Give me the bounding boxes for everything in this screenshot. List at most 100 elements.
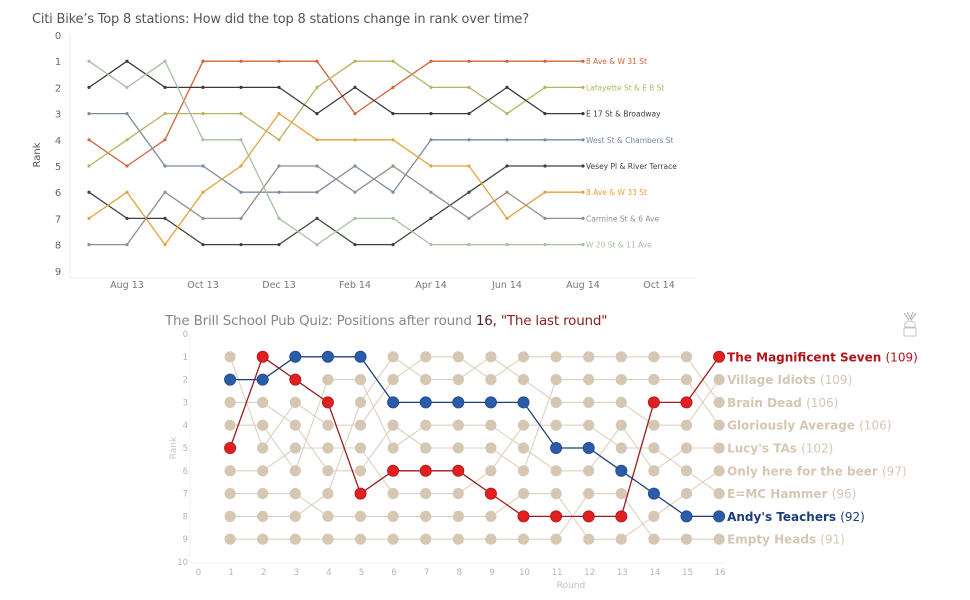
data-point	[125, 243, 129, 247]
data-point	[467, 164, 471, 168]
team-gloriously-average: Gloriously Average (106)	[224, 374, 891, 477]
team-point	[452, 351, 464, 363]
team-point	[452, 510, 464, 522]
data-point	[87, 59, 91, 63]
series-8-ave-w-31-st: 8 Ave & W 31 St	[87, 57, 647, 168]
team-point	[648, 533, 660, 545]
data-point	[581, 85, 585, 89]
data-point	[543, 243, 547, 247]
team-point	[322, 419, 334, 431]
team-name: Only here for the beer	[727, 464, 882, 478]
data-point	[391, 190, 395, 194]
team-point	[224, 441, 237, 454]
team-point	[387, 396, 400, 409]
data-point	[581, 216, 585, 220]
team-point	[582, 510, 595, 523]
data-point	[163, 112, 167, 116]
series-line	[89, 165, 583, 246]
y-tick-label: 5	[55, 162, 61, 173]
team-point	[257, 396, 269, 408]
data-point	[429, 164, 433, 168]
team-e-mc-hammer: E=MC Hammer (96)	[224, 419, 857, 501]
team-point	[517, 419, 530, 431]
team-line	[230, 470, 720, 540]
team-point	[550, 488, 562, 500]
x-tick-label: 7	[424, 568, 429, 578]
data-point	[429, 85, 433, 89]
team-name: Andy's Teachers	[727, 510, 840, 524]
x-tick-label: Apr 14	[415, 280, 447, 291]
team-point	[615, 374, 627, 386]
team-score: (96)	[832, 487, 857, 501]
team-score: (92)	[840, 510, 865, 524]
team-point	[517, 533, 530, 545]
x-tick-label: 13	[617, 568, 628, 578]
data-point	[315, 59, 319, 63]
team-name: Brain Dead	[727, 396, 806, 410]
series-carmine-st-6-ave: Carmine St & 6 Ave	[87, 164, 660, 247]
data-point	[353, 243, 357, 247]
team-point	[452, 464, 465, 477]
team-point	[517, 510, 530, 523]
team-point	[485, 374, 497, 386]
data-point	[201, 190, 205, 194]
data-point	[163, 190, 167, 194]
team-point	[387, 464, 400, 477]
team-point	[322, 488, 334, 500]
team-point	[615, 351, 627, 363]
team-empty-heads: Empty Heads (91)	[224, 488, 845, 547]
data-point	[429, 216, 433, 220]
data-point	[505, 216, 509, 220]
series-end-label: 8 Ave & W 33 St	[586, 188, 647, 197]
data-point	[201, 138, 205, 142]
data-point	[391, 164, 395, 168]
team-point	[550, 396, 562, 408]
x-tick-label: 14	[649, 568, 660, 578]
team-point	[452, 533, 464, 545]
trophy-icon[interactable]	[899, 311, 921, 339]
team-point	[517, 374, 530, 386]
data-point	[239, 85, 243, 89]
team-point	[289, 419, 301, 431]
data-point	[277, 59, 281, 63]
y-tick-label: 7	[55, 214, 61, 225]
team-point	[484, 396, 497, 409]
data-point	[239, 243, 243, 247]
data-point	[125, 138, 129, 142]
data-point	[277, 216, 281, 220]
team-point	[289, 465, 301, 477]
data-point	[505, 164, 509, 168]
data-point	[201, 59, 205, 63]
y-tick-label: 8	[183, 512, 188, 522]
data-point	[353, 164, 357, 168]
team-point	[387, 351, 399, 363]
team-point	[517, 442, 530, 454]
x-tick-label: 2	[261, 568, 266, 578]
team-end-label: Village Idiots (109)	[727, 373, 852, 387]
data-point	[87, 138, 91, 142]
team-point	[550, 351, 562, 363]
team-the-magnificent-seven: The Magnificent Seven (109)	[224, 350, 918, 523]
data-point	[467, 243, 471, 247]
team-point	[583, 465, 595, 477]
y-tick-label: 6	[55, 188, 61, 199]
team-point	[615, 533, 627, 545]
data-point	[429, 138, 433, 142]
team-point	[615, 488, 627, 500]
data-point	[391, 138, 395, 142]
data-point	[163, 164, 167, 168]
x-tick-label: Dec 13	[262, 280, 296, 291]
x-tick-label: 3	[294, 568, 299, 578]
series-end-label: West St & Chambers St	[586, 136, 674, 145]
team-only-here-for-the-beer: Only here for the beer (97)	[224, 464, 907, 545]
x-tick-label: Aug 13	[110, 280, 144, 291]
y-tick-label: 6	[183, 467, 188, 477]
data-point	[125, 216, 129, 220]
team-point	[615, 464, 628, 477]
data-point	[239, 216, 243, 220]
team-point	[257, 419, 269, 431]
data-point	[505, 138, 509, 142]
data-point	[353, 138, 357, 142]
team-point	[485, 510, 497, 522]
